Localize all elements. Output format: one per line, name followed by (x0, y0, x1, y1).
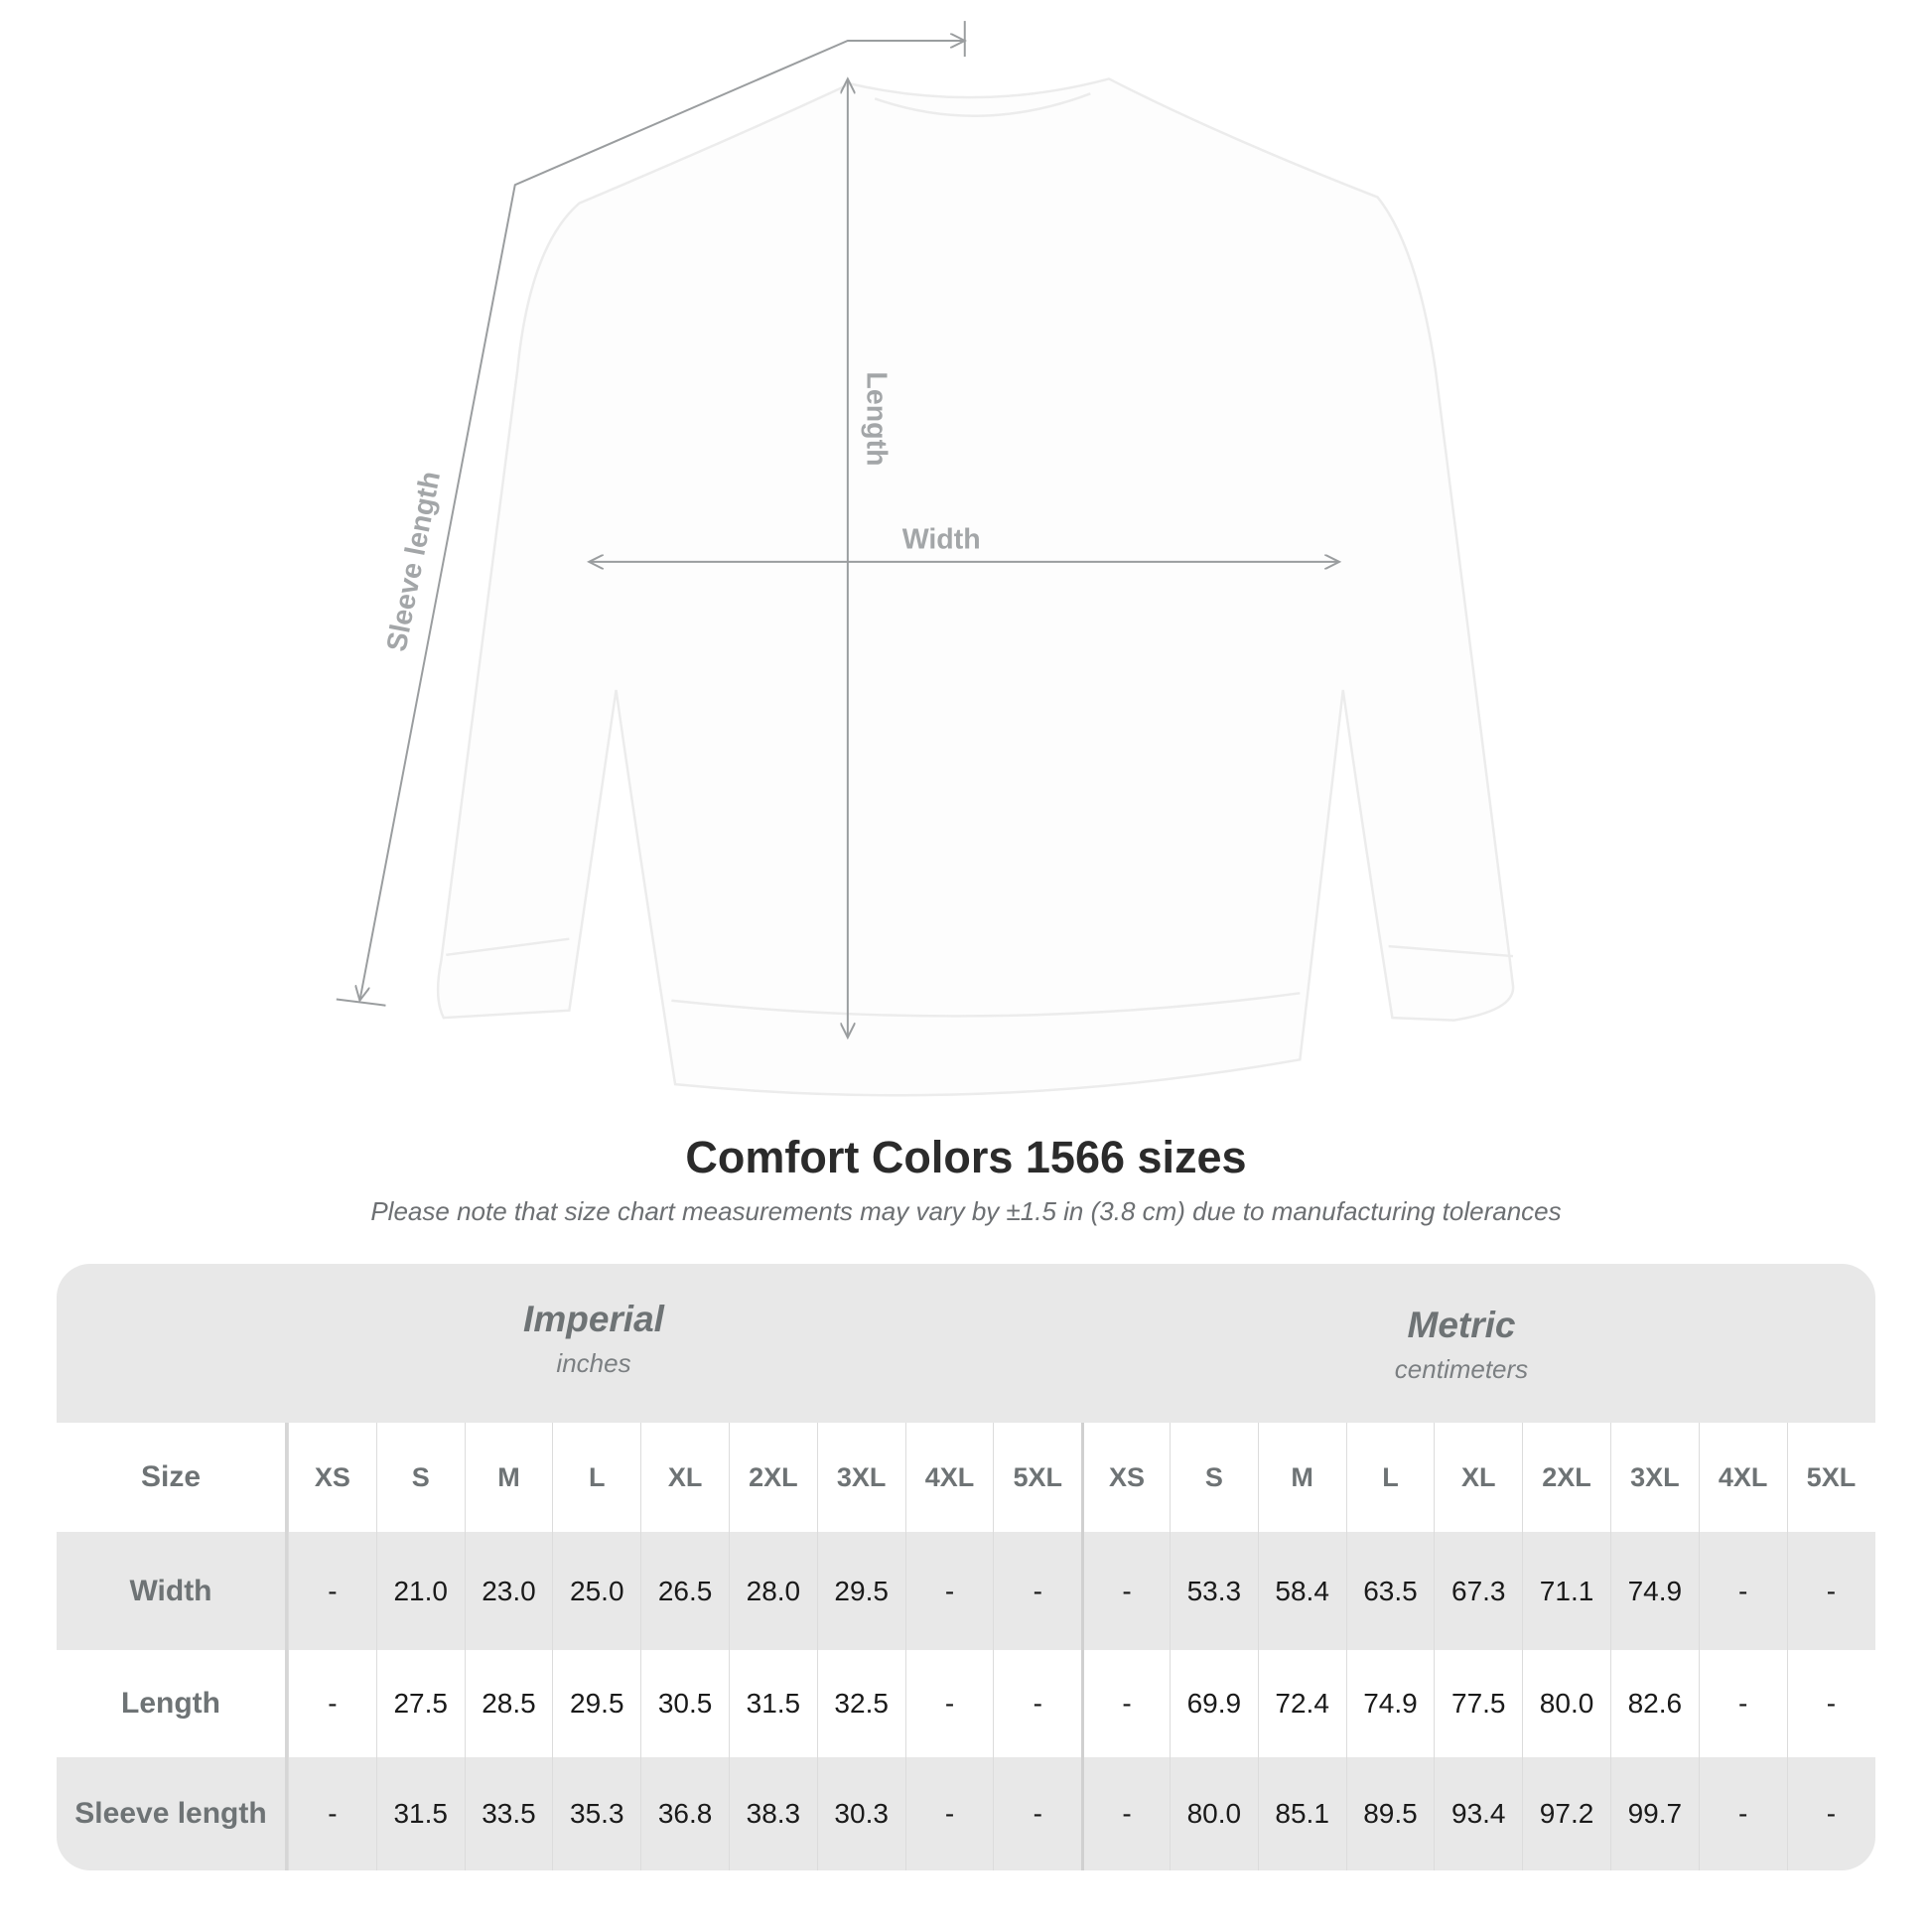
table-cell: 97.2 (1522, 1757, 1610, 1870)
table-cell: - (904, 1757, 994, 1870)
metric-title: Metric (1407, 1305, 1516, 1345)
size-header-metric-5xl: 5XL (1786, 1423, 1875, 1532)
sleeve-length-line (359, 41, 964, 1001)
table-cell: - (904, 1532, 994, 1650)
table-cell: 28.5 (464, 1650, 553, 1757)
size-header-metric-l: L (1345, 1423, 1435, 1532)
sweatshirt-measurement-diagram: Sleeve length Length Width (336, 21, 1515, 1097)
table-cell: 69.9 (1169, 1650, 1258, 1757)
table-cell: 30.3 (816, 1757, 905, 1870)
table-row-width: Width -21.0 23.0 25.0 26.5 28.0 29.5- - -53.3 58.… (57, 1532, 1875, 1650)
size-header-metric-xl: XL (1434, 1423, 1522, 1532)
table-cell: - (1786, 1532, 1875, 1650)
size-header-row: Size XS S M L XL 2XL 3XL 4XL 5XL XS S M L XL 2XL 3XL 4XL… (57, 1423, 1875, 1532)
imperial-unit: inches (556, 1348, 631, 1378)
size-chart-table: Imperial inches Metric centimeters Size … (57, 1264, 1875, 1870)
table-cell: 28.0 (728, 1532, 817, 1650)
table-cell: 93.4 (1434, 1757, 1522, 1870)
size-header-metric-m: M (1257, 1423, 1346, 1532)
table-cell: 80.0 (1522, 1650, 1610, 1757)
table-cell: 53.3 (1169, 1532, 1258, 1650)
table-cell: - (1786, 1650, 1875, 1757)
table-cell: - (1698, 1757, 1787, 1870)
table-cell: 80.0 (1169, 1757, 1258, 1870)
table-cell: 36.8 (640, 1757, 729, 1870)
size-header-metric-4xl: 4XL (1698, 1423, 1787, 1532)
table-cell: - (1698, 1532, 1787, 1650)
size-header-metric-2xl: 2XL (1522, 1423, 1610, 1532)
size-header-imperial-xl: XL (640, 1423, 729, 1532)
table-cell: 74.9 (1609, 1532, 1699, 1650)
size-header-imperial-l: L (552, 1423, 640, 1532)
row-label: Sleeve length (57, 1757, 288, 1870)
table-cell: - (904, 1650, 994, 1757)
table-cell: 29.5 (816, 1532, 905, 1650)
table-cell: 99.7 (1609, 1757, 1699, 1870)
table-cell: 25.0 (552, 1532, 640, 1650)
unit-header-band (57, 1264, 1875, 1423)
table-row-length: Length -27.5 28.5 29.5 30.5 31.5 32.5- - -69.9 72… (57, 1650, 1875, 1757)
table-cell: - (993, 1757, 1081, 1870)
table-cell: 30.5 (640, 1650, 729, 1757)
size-header-imperial-5xl: 5XL (993, 1423, 1081, 1532)
table-cell: 35.3 (552, 1757, 640, 1870)
table-cell: 21.0 (375, 1532, 465, 1650)
table-cell: 89.5 (1345, 1757, 1435, 1870)
table-cell: 32.5 (816, 1650, 905, 1757)
table-cell: 74.9 (1345, 1650, 1435, 1757)
size-header-imperial-2xl: 2XL (728, 1423, 817, 1532)
metric-unit: centimeters (1394, 1354, 1529, 1384)
width-label: Width (902, 523, 981, 555)
metric-header: Metric centimeters (1164, 1305, 1759, 1385)
table-cell: 31.5 (728, 1650, 817, 1757)
table-cell: 23.0 (464, 1532, 553, 1650)
row-label: Width (57, 1532, 288, 1650)
table-cell: 29.5 (552, 1650, 640, 1757)
size-header-metric-3xl: 3XL (1609, 1423, 1699, 1532)
table-cell: 27.5 (375, 1650, 465, 1757)
size-header-metric-s: S (1169, 1423, 1258, 1532)
size-header-imperial-3xl: 3XL (816, 1423, 905, 1532)
table-cell: 26.5 (640, 1532, 729, 1650)
size-header-imperial-m: M (464, 1423, 553, 1532)
size-header-label: Size (57, 1423, 288, 1532)
table-cell: 58.4 (1257, 1532, 1346, 1650)
table-row-sleeve-length: Sleeve length -31.5 33.5 35.3 36.8 38.3 30.3- -… (57, 1757, 1875, 1870)
measurement-lines (336, 21, 1339, 1037)
table-cell: 71.1 (1522, 1532, 1610, 1650)
table-cell: 38.3 (728, 1757, 817, 1870)
length-label: Length (861, 371, 893, 466)
row-label: Length (57, 1650, 288, 1757)
tolerance-note: Please note that size chart measurements… (370, 1196, 1562, 1226)
table-cell: - (1786, 1757, 1875, 1870)
table-cell: - (1698, 1650, 1787, 1757)
table-cell: 82.6 (1609, 1650, 1699, 1757)
size-header-imperial-xs: XS (288, 1423, 376, 1532)
table-cell: - (993, 1650, 1081, 1757)
imperial-header: Imperial inches (296, 1299, 892, 1379)
table-cell: 85.1 (1257, 1757, 1346, 1870)
size-header-metric-xs: XS (1081, 1423, 1170, 1532)
table-cell: 77.5 (1434, 1650, 1522, 1757)
table-cell: 67.3 (1434, 1532, 1522, 1650)
page-title: Comfort Colors 1566 sizes (685, 1132, 1247, 1182)
table-cell: 63.5 (1345, 1532, 1435, 1650)
table-cell: - (288, 1532, 376, 1650)
table-cell: - (288, 1650, 376, 1757)
table-cell: - (288, 1757, 376, 1870)
table-cell: - (1081, 1532, 1170, 1650)
sweatshirt-image (436, 77, 1515, 1097)
table-cell: 33.5 (464, 1757, 553, 1870)
table-cell: 31.5 (375, 1757, 465, 1870)
imperial-title: Imperial (523, 1299, 664, 1339)
table-cell: - (993, 1532, 1081, 1650)
sleeve-length-label: Sleeve length (381, 469, 448, 654)
size-header-imperial-4xl: 4XL (904, 1423, 994, 1532)
table-cell: 72.4 (1257, 1650, 1346, 1757)
table-cell: - (1081, 1757, 1170, 1870)
size-header-imperial-s: S (375, 1423, 465, 1532)
table-cell: - (1081, 1650, 1170, 1757)
